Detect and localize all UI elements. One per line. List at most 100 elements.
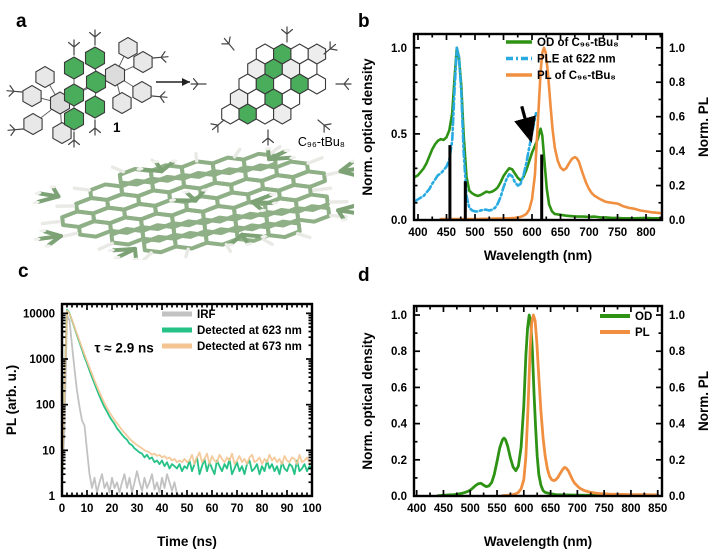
panel-d-label: d	[358, 265, 370, 286]
svg-text:700: 700	[568, 503, 587, 515]
svg-text:0.6: 0.6	[391, 382, 407, 394]
svg-text:20: 20	[106, 503, 119, 515]
svg-text:450: 450	[437, 227, 456, 239]
svg-text:0.2: 0.2	[669, 455, 685, 467]
svg-text:Norm. optical density: Norm. optical density	[360, 332, 375, 470]
svg-text:0.0: 0.0	[669, 491, 685, 503]
svg-text:PLE at 622 nm: PLE at 622 nm	[537, 54, 616, 66]
svg-text:600: 600	[522, 227, 541, 239]
plot-area	[414, 46, 662, 220]
svg-text:Wavelength (nm): Wavelength (nm)	[484, 248, 592, 263]
plot-area	[62, 308, 312, 496]
svg-text:1.0: 1.0	[669, 43, 685, 55]
chart-b: 400 450 500 550 600 650 700 750 800 0.0 0.5 1.0 0.0 0…	[360, 32, 711, 263]
panel-a-label: a	[16, 11, 27, 32]
svg-text:0.0: 0.0	[391, 491, 407, 503]
svg-text:600: 600	[514, 503, 533, 515]
panel-c-chart: 0 10 20 30 40 50 60 70 80 90 100 1 10 100 1000 10000 Tim…	[2, 266, 356, 555]
tick-labels: 400 450 500 550 600 650 700 750 800 8500.00.20.40…	[391, 310, 686, 515]
series-irf	[62, 314, 312, 496]
svg-text:PL (arb. u.): PL (arb. u.)	[4, 365, 19, 435]
svg-text:Detected at 673 nm: Detected at 673 nm	[197, 341, 302, 353]
svg-text:0.0: 0.0	[391, 215, 407, 227]
svg-text:50: 50	[181, 503, 194, 515]
svg-text:0: 0	[59, 503, 65, 515]
series-pl-of-c₉₆-tbu₈	[439, 46, 662, 220]
series-detected-at-673-nm	[62, 309, 312, 484]
reaction-arrow-icon	[156, 78, 190, 86]
series-od-of-c₉₆-tbu₈	[414, 46, 662, 220]
svg-text:0.8: 0.8	[669, 77, 686, 89]
svg-text:0.4: 0.4	[669, 419, 686, 431]
svg-text:100: 100	[302, 503, 321, 515]
svg-text:0.0: 0.0	[669, 215, 685, 227]
svg-text:0.6: 0.6	[669, 112, 685, 124]
svg-text:0.4: 0.4	[391, 419, 408, 431]
axis-titles: Wavelength (nm) Norm. optical density Norm…	[360, 332, 711, 549]
svg-text:550: 550	[494, 227, 513, 239]
svg-text:1000: 1000	[29, 354, 55, 366]
series-detected-at-623-nm	[62, 308, 312, 476]
svg-text:1.0: 1.0	[669, 310, 685, 322]
precursor-structure	[6, 29, 169, 148]
legend: OD of C₉₆-tBu₈ PLE at 622 nm PL of C₉₆-tBu…	[506, 37, 619, 82]
svg-text:0.2: 0.2	[391, 455, 407, 467]
svg-text:1.0: 1.0	[391, 310, 407, 322]
legend: IRF Detected at 623 nm Detected at 673 nm	[162, 309, 302, 353]
svg-text:0.2: 0.2	[669, 181, 685, 193]
svg-text:PL of C₉₆-tBu₈: PL of C₉₆-tBu₈	[537, 70, 616, 82]
svg-text:Detected at 623 nm: Detected at 623 nm	[197, 325, 302, 337]
product-label: C₉₆-tBu₈	[298, 135, 345, 149]
svg-text:400: 400	[408, 227, 427, 239]
chart-d: 400 450 500 550 600 650 700 750 800 8500.00.20.40…	[360, 304, 711, 549]
svg-text:0.4: 0.4	[669, 146, 686, 158]
svg-text:Norm. PL: Norm. PL	[696, 371, 711, 431]
svg-text:700: 700	[579, 227, 598, 239]
svg-text:850: 850	[648, 503, 667, 515]
svg-text:PL: PL	[635, 327, 650, 339]
panel-b-label: b	[358, 11, 370, 32]
svg-text:40: 40	[156, 503, 169, 515]
svg-text:650: 650	[541, 503, 560, 515]
svg-text:Time (ns): Time (ns)	[157, 534, 217, 549]
svg-text:IRF: IRF	[197, 309, 216, 321]
product-structure	[190, 26, 352, 146]
svg-text:30: 30	[131, 503, 144, 515]
svg-text:750: 750	[595, 503, 614, 515]
svg-text:1: 1	[49, 491, 56, 503]
plot-area	[436, 313, 660, 496]
svg-text:100: 100	[36, 400, 55, 412]
svg-text:60: 60	[206, 503, 219, 515]
3d-model-structure	[32, 133, 354, 260]
ticks	[414, 34, 662, 221]
svg-text:10: 10	[42, 445, 55, 457]
svg-text:Norm. optical density: Norm. optical density	[360, 58, 375, 196]
svg-text:OD: OD	[635, 311, 652, 323]
svg-text:400: 400	[407, 503, 426, 515]
svg-text:90: 90	[281, 503, 294, 515]
svg-text:80: 80	[256, 503, 269, 515]
svg-text:Norm. PL: Norm. PL	[696, 97, 711, 157]
ticks	[61, 304, 313, 497]
compound-1-label: 1	[113, 120, 121, 135]
svg-text:0.5: 0.5	[391, 129, 408, 141]
svg-text:70: 70	[231, 503, 244, 515]
axis-titles: Time (ns) PL (arb. u.)	[4, 365, 217, 549]
svg-text:0.8: 0.8	[391, 346, 408, 358]
axis-titles: Wavelength (nm) Norm. optical density Norm…	[360, 58, 711, 263]
panel-b-chart: 400 450 500 550 600 650 700 750 800 0.0 0.5 1.0 0.0 0…	[358, 14, 716, 273]
svg-text:800: 800	[621, 503, 640, 515]
legend: OD PL	[600, 311, 652, 339]
svg-text:OD of C₉₆-tBu₈: OD of C₉₆-tBu₈	[537, 37, 619, 49]
svg-text:650: 650	[551, 227, 570, 239]
tick-labels: 400 450 500 550 600 650 700 750 800 0.0 0.5 1.0 0.0 0…	[391, 43, 686, 239]
svg-text:550: 550	[487, 503, 506, 515]
axes-frame	[412, 32, 664, 222]
svg-text:500: 500	[461, 503, 480, 515]
panel-c-label: c	[18, 261, 29, 282]
svg-text:10: 10	[81, 503, 94, 515]
svg-text:800: 800	[636, 227, 655, 239]
svg-text:0.8: 0.8	[669, 346, 686, 358]
